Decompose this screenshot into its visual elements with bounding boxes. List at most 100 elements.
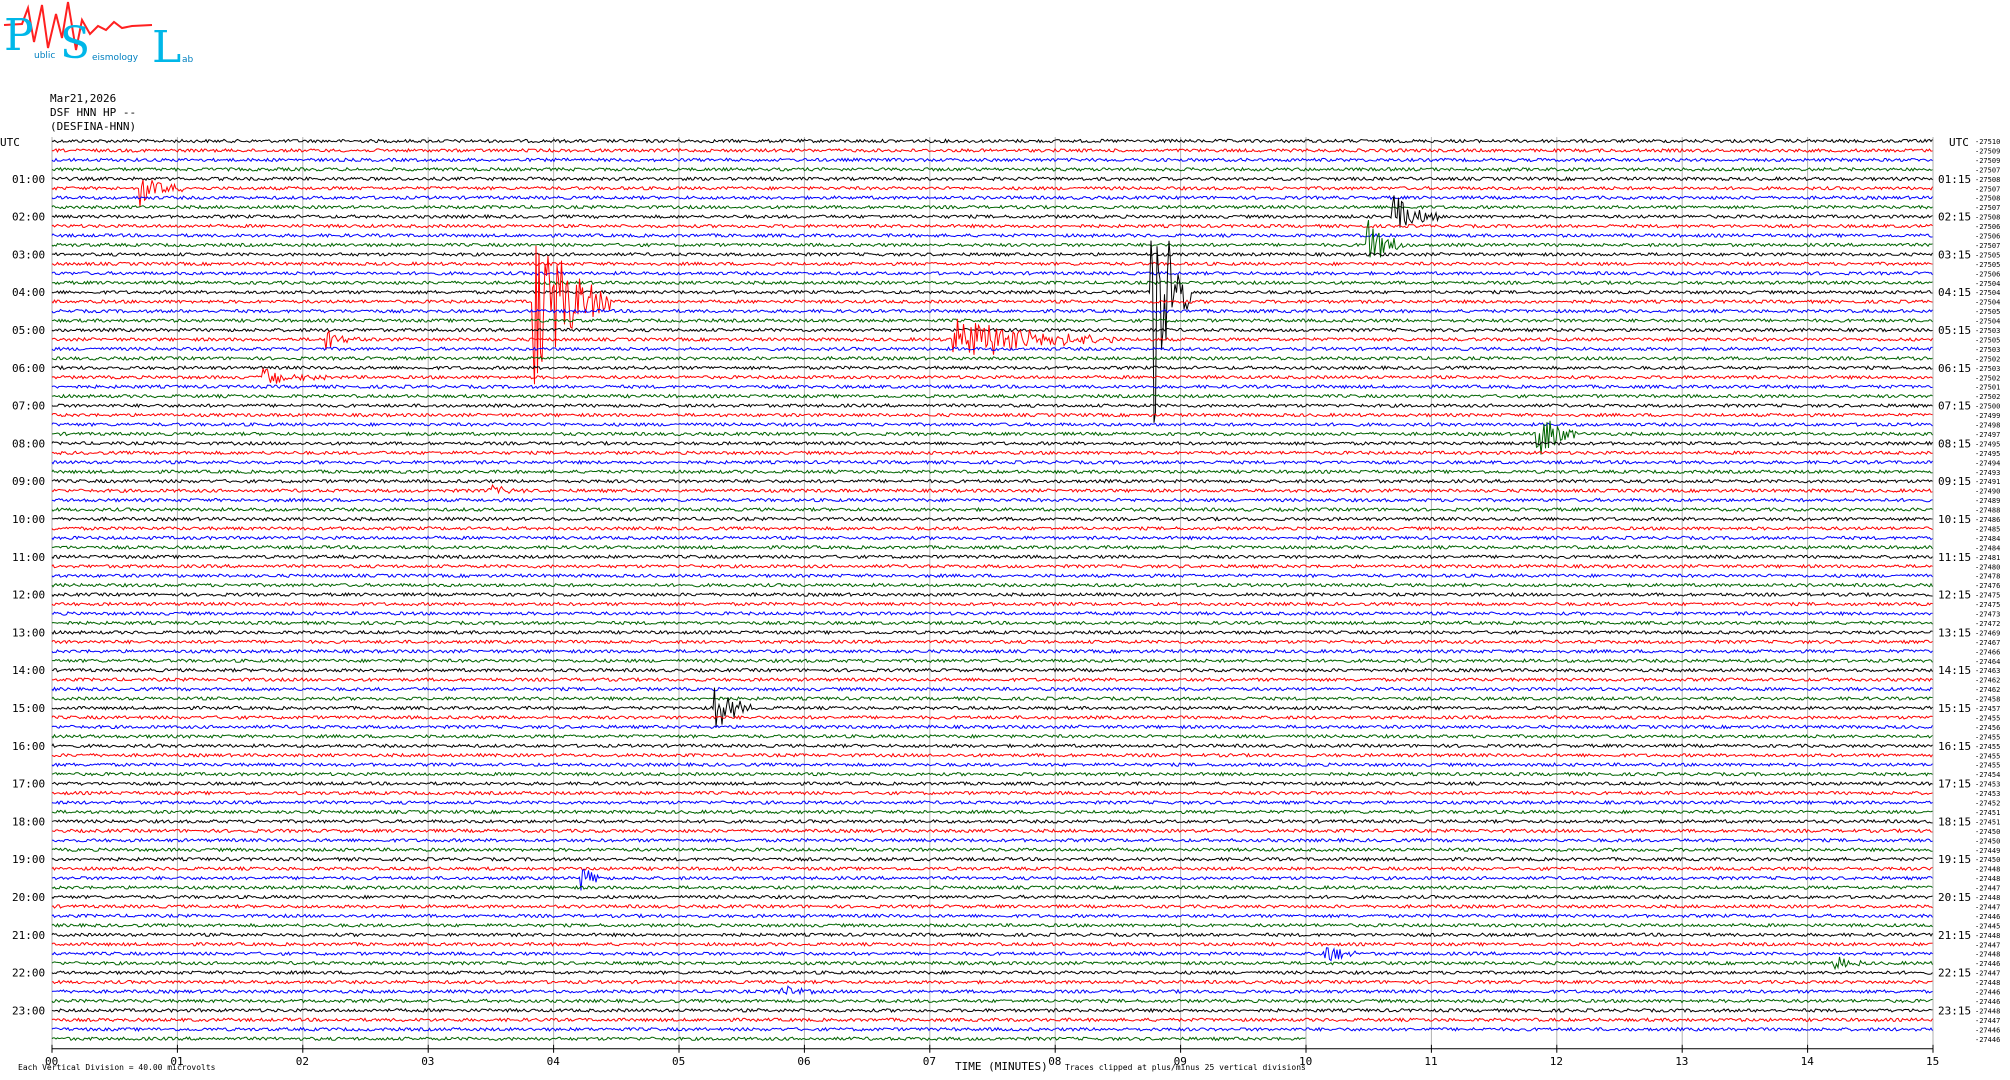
seismic-trace bbox=[51, 752, 1933, 758]
trace-offset-label: -27446 bbox=[1975, 960, 2000, 968]
seismic-trace bbox=[51, 535, 1933, 541]
x-axis-label: TIME (MINUTES) bbox=[955, 1060, 1048, 1073]
seismic-trace bbox=[51, 147, 1933, 154]
seismic-trace bbox=[51, 676, 1933, 683]
seismic-trace bbox=[51, 157, 1933, 163]
hour-label-right: 05:15 bbox=[1938, 324, 1971, 337]
seismic-wave-logo-graphic bbox=[3, 1, 153, 51]
trace-offset-label: -27451 bbox=[1975, 818, 2000, 826]
trace-offset-label: -27489 bbox=[1975, 497, 2000, 505]
hour-label-right: 06:15 bbox=[1938, 362, 1971, 375]
seismic-trace bbox=[51, 658, 1933, 664]
trace-offset-label: -27455 bbox=[1975, 733, 2000, 741]
trace-offset-label: -27446 bbox=[1975, 1026, 2000, 1034]
seismic-trace bbox=[51, 516, 1933, 522]
seismic-trace bbox=[52, 420, 1933, 455]
hour-label-left: 20:00 bbox=[12, 891, 45, 904]
hour-label-left: 16:00 bbox=[12, 740, 45, 753]
trace-offset-label: -27504 bbox=[1975, 280, 2000, 288]
trace-offset-label: -27448 bbox=[1975, 979, 2000, 987]
seismic-trace bbox=[51, 894, 1933, 900]
seismic-trace bbox=[51, 573, 1933, 579]
trace-offset-label: -27469 bbox=[1975, 629, 2000, 637]
trace-offset-label: -27478 bbox=[1975, 573, 2000, 581]
trace-offset-label: -27475 bbox=[1975, 592, 2000, 600]
trace-offset-label: -27505 bbox=[1975, 261, 2000, 269]
seismic-trace bbox=[51, 469, 1933, 475]
seismic-trace bbox=[51, 601, 1933, 607]
trace-offset-label: -27448 bbox=[1975, 951, 2000, 959]
seismic-trace bbox=[51, 828, 1933, 834]
seismic-trace bbox=[51, 459, 1933, 466]
seismic-trace bbox=[51, 1036, 1306, 1042]
hour-label-right: 07:15 bbox=[1938, 400, 1971, 413]
trace-offset-label: -27446 bbox=[1975, 998, 2000, 1006]
trace-offset-label: -27463 bbox=[1975, 667, 2000, 675]
hour-label-right: 12:15 bbox=[1938, 589, 1971, 602]
hour-label-left: 09:00 bbox=[12, 475, 45, 488]
seismic-trace bbox=[51, 204, 1933, 210]
minute-grid bbox=[51, 137, 1934, 1053]
seismic-trace bbox=[51, 346, 1933, 352]
x-tick-label: 10 bbox=[1299, 1055, 1312, 1068]
trace-offset-label: -27502 bbox=[1975, 374, 2000, 382]
seismic-trace bbox=[51, 318, 1933, 355]
trace-offset-label: -27448 bbox=[1975, 932, 2000, 940]
trace-offset-label: -27455 bbox=[1975, 752, 2000, 760]
seismic-trace bbox=[51, 947, 1933, 962]
seismic-trace bbox=[51, 563, 1933, 569]
seismic-trace bbox=[51, 1007, 1933, 1014]
trace-offset-label: -27508 bbox=[1975, 195, 2000, 203]
hour-label-left: 13:00 bbox=[12, 626, 45, 639]
seismic-trace bbox=[51, 790, 1933, 796]
trace-offset-label: -27446 bbox=[1975, 1036, 2000, 1044]
trace-offset-label: -27508 bbox=[1975, 214, 2000, 222]
x-tick-label: 08 bbox=[1048, 1055, 1061, 1068]
x-tick-label: 01 bbox=[170, 1055, 183, 1068]
trace-offset-label: -27455 bbox=[1975, 714, 2000, 722]
seismic-trace bbox=[51, 799, 1933, 806]
trace-offset-label: -27467 bbox=[1975, 639, 2000, 647]
trace-offset-label: -27452 bbox=[1975, 800, 2000, 808]
seismic-trace bbox=[51, 639, 1933, 645]
clip-note: Traces clipped at plus/minus 25 vertical… bbox=[1065, 1063, 1306, 1072]
seismic-trace bbox=[51, 714, 1933, 721]
seismic-trace bbox=[51, 837, 1933, 844]
trace-offset-label: -27507 bbox=[1975, 185, 2000, 193]
trace-offset-label: -27446 bbox=[1975, 913, 2000, 921]
x-tick-label: 11 bbox=[1424, 1055, 1437, 1068]
seismic-trace bbox=[51, 195, 1933, 228]
seismic-trace bbox=[51, 245, 1933, 385]
trace-offset-label: -27454 bbox=[1975, 771, 2000, 779]
seismic-trace bbox=[51, 544, 1933, 551]
seismic-trace bbox=[51, 1017, 1933, 1023]
trace-offset-label: -27506 bbox=[1975, 233, 2000, 241]
seismic-trace bbox=[51, 762, 1933, 768]
seismic-trace bbox=[51, 667, 1933, 673]
hour-label-left: 10:00 bbox=[12, 513, 45, 526]
x-tick-label: 06 bbox=[797, 1055, 810, 1068]
hour-label-right: 18:15 bbox=[1938, 815, 1971, 828]
seismic-trace bbox=[51, 483, 1933, 495]
hour-label-left: 21:00 bbox=[12, 929, 45, 942]
trace-offset-label: -27507 bbox=[1975, 166, 2000, 174]
seismic-trace bbox=[51, 327, 1933, 333]
seismic-trace bbox=[51, 932, 1933, 938]
trace-offset-label: -27447 bbox=[1975, 903, 2000, 911]
hour-label-right: 19:15 bbox=[1938, 853, 1971, 866]
seismic-trace bbox=[51, 847, 1933, 853]
seismic-trace bbox=[51, 178, 1933, 208]
logo-letter-l: L bbox=[152, 22, 181, 70]
trace-offset-label: -27453 bbox=[1975, 790, 2000, 798]
hour-label-right: 16:15 bbox=[1938, 740, 1971, 753]
seismic-trace bbox=[51, 648, 1933, 654]
seismic-trace bbox=[51, 695, 1933, 702]
seismic-trace bbox=[51, 818, 1933, 825]
trace-offset-label: -27473 bbox=[1975, 611, 2000, 619]
trace-offset-label: -27505 bbox=[1975, 251, 2000, 259]
trace-offset-label: -27476 bbox=[1975, 582, 2000, 590]
header-network: (DESFINA-HNN) bbox=[50, 120, 137, 133]
trace-offset-label: -27498 bbox=[1975, 422, 2000, 430]
trace-offset-label: -27508 bbox=[1975, 176, 2000, 184]
trace-offset-label: -27458 bbox=[1975, 696, 2000, 704]
